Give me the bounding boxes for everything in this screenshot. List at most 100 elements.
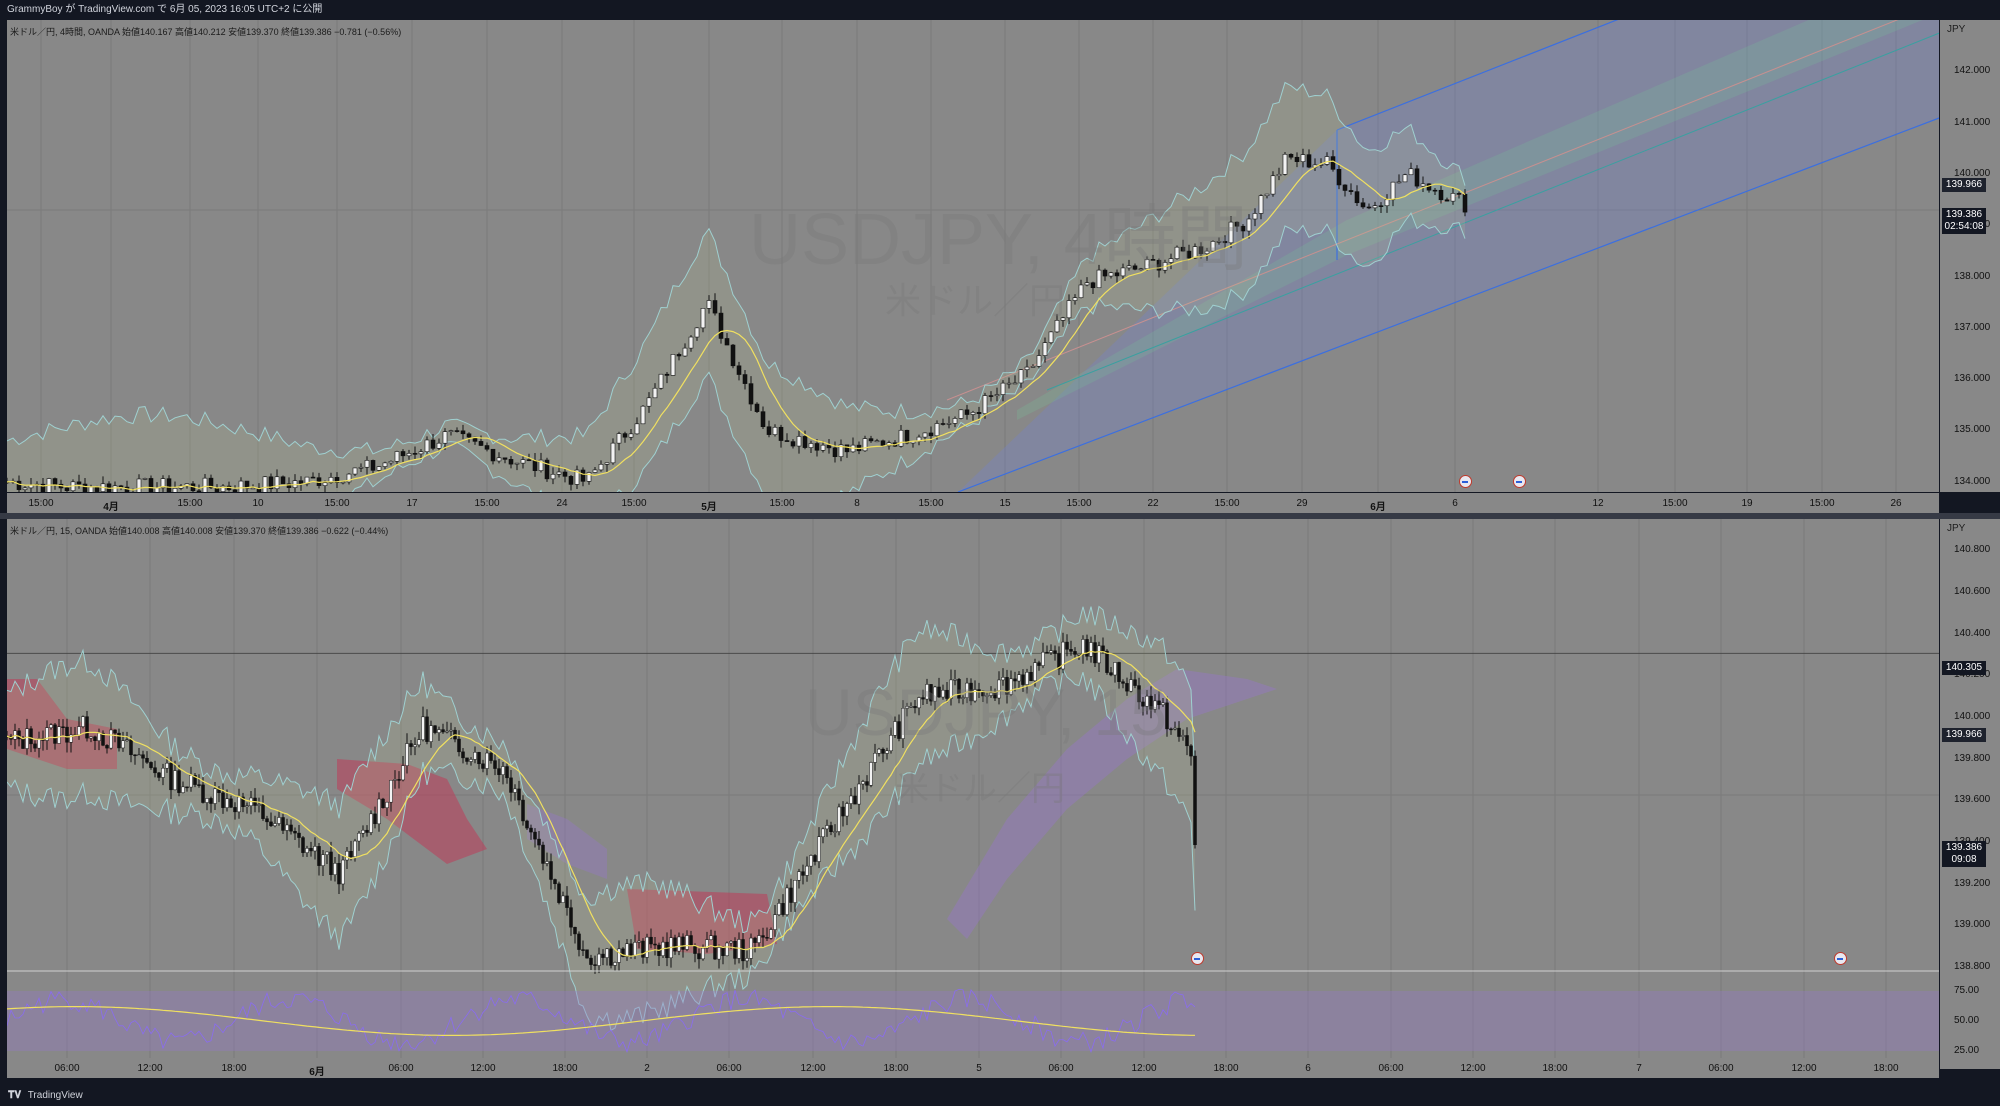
candle-body (1342, 184, 1348, 191)
candle-body (205, 798, 209, 803)
time-tick-label: 06:00 (388, 1063, 414, 1074)
candle-body (185, 786, 189, 789)
candle-body (562, 471, 568, 477)
time-axis-4h[interactable]: 15:00 4月 15:00 10 15:00 17 15:00 24 15:00 5月 15:00… (7, 493, 1939, 513)
candle-body (953, 679, 957, 681)
candle-body (952, 418, 958, 424)
candle-body (256, 487, 262, 492)
candle-body (549, 861, 553, 880)
candle-body (52, 478, 58, 485)
time-tick-label: 12:00 (470, 1063, 496, 1074)
candle-body (681, 936, 685, 950)
candle-body (1240, 225, 1246, 232)
rsi-tick-label: 50.00 (1954, 1015, 1980, 1026)
chart-canvas-15m[interactable] (7, 519, 1939, 1069)
candle-body (652, 387, 658, 399)
candle-body (1132, 265, 1138, 270)
candle-body (241, 796, 245, 808)
publish-info-bar: GrammyBoy が TradingView.com で 6月 05, 202… (0, 0, 2000, 20)
candle-body (766, 426, 772, 435)
bollinger-band-fill (7, 82, 1465, 492)
flag-event-icon[interactable] (1191, 952, 1204, 965)
candle-body (565, 895, 569, 908)
pane-separator[interactable] (0, 513, 2000, 519)
flag-event-icon[interactable] (1459, 475, 1472, 488)
candle-body (790, 441, 796, 447)
candle-body (838, 444, 844, 458)
candle-body (773, 914, 777, 930)
candle-body (22, 487, 28, 490)
chart-canvas-4h[interactable] (7, 20, 1939, 492)
candle-body (345, 851, 349, 861)
candle-body (550, 473, 556, 480)
candle-body (153, 767, 157, 774)
candle-body (765, 937, 769, 939)
price-axis-4h[interactable]: JPY 142.000141.000140.000139.000138.0001… (1940, 20, 2000, 492)
candle-body (89, 736, 93, 739)
chart-pane-4h[interactable]: 米ドル／円, 4時間, OANDA 始値140.167 高値140.212 安値… (7, 20, 1939, 492)
candle-body (1294, 156, 1300, 162)
candle-body (118, 485, 124, 488)
candle-body (493, 760, 497, 769)
price-axis-15m[interactable]: JPY 140.800140.600140.400140.200140.0001… (1940, 519, 2000, 1069)
candle-body (529, 827, 533, 833)
symbol-legend-4h: 米ドル／円, 4時間, OANDA 始値140.167 高値140.212 安値… (10, 27, 402, 37)
candle-body (337, 863, 341, 885)
bollinger-lower-line (351, 212, 1466, 492)
candle-body (1084, 282, 1090, 286)
candle-body (753, 937, 757, 943)
candle-body (1029, 671, 1033, 682)
candle-body (801, 871, 805, 876)
candle-body (633, 942, 637, 956)
candle-body (929, 684, 933, 702)
candle-body (897, 721, 901, 739)
current-price-badge-4h: 139.386 02:54:08 (1942, 208, 1986, 234)
candle-body (113, 729, 117, 734)
candle-body (209, 798, 213, 804)
candle-body (21, 738, 25, 749)
time-tick-label: 06:00 (1708, 1063, 1734, 1074)
candle-body (397, 779, 401, 781)
candle-body (760, 411, 766, 428)
time-tick-label: 15:00 (769, 498, 795, 509)
candle-body (958, 409, 964, 419)
moving-average-line (7, 650, 1196, 957)
candle-body (781, 903, 785, 915)
candle-body (1181, 735, 1185, 737)
candle-body (532, 460, 538, 471)
candle-body (142, 478, 148, 480)
candle-body (193, 775, 197, 785)
flag-event-icon[interactable] (1834, 952, 1847, 965)
candle-body (328, 477, 334, 484)
chart-pane-15m[interactable]: 米ドル／円, 15, OANDA 始値140.008 高値140.008 安値1… (7, 519, 1939, 1069)
time-tick-label: 19 (1741, 498, 1753, 509)
time-axis-15m[interactable]: 06:00 12:00 18:00 6月 06:00 12:00 18:00 2 06:00 12… (7, 1058, 1939, 1078)
candle-body (274, 476, 280, 490)
candle-body (418, 451, 424, 455)
time-tick-label: 15:00 (177, 498, 203, 509)
candle-body (85, 716, 89, 739)
time-tick-label: 12:00 (1460, 1063, 1486, 1074)
candle-body (1045, 651, 1049, 654)
last-close-price-badge-15m: 139.966 (1942, 728, 1986, 742)
candle-body (1396, 181, 1402, 184)
candle-body (149, 762, 153, 768)
time-tick-label: 12:00 (1791, 1063, 1817, 1074)
time-tick-label: 29 (1296, 498, 1308, 509)
candle-body (445, 730, 449, 733)
candle-body (526, 459, 532, 461)
candle-body (1408, 168, 1414, 176)
time-tick-label: 6 (1305, 1063, 1311, 1074)
candle-body (573, 926, 577, 935)
flag-event-icon[interactable] (1513, 475, 1526, 488)
candle-body (837, 806, 841, 832)
time-tick-label: 26 (1890, 498, 1902, 509)
candle-body (405, 743, 409, 766)
candle-body (658, 373, 664, 389)
tradingview-logo-icon[interactable]: 𝐓𝐕 (8, 1090, 22, 1101)
candle-body (865, 781, 869, 786)
candle-body (748, 383, 754, 405)
candle-body (1113, 662, 1117, 676)
candle-body (1101, 645, 1105, 652)
price-tick-label: 142.000 (1954, 65, 1991, 77)
